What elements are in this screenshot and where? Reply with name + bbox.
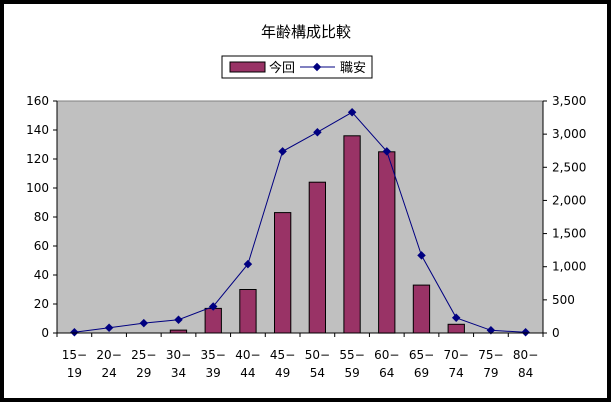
y-left-tick-label-5: 100 [26,181,49,195]
bar-8 [343,135,361,334]
x-tick-label-11: 70− 74 [444,348,469,380]
y-left-tick-label-8: 160 [26,94,49,108]
legend-label-bars: 今回 [269,60,295,76]
line-series [70,108,530,337]
y-left-tick-label-1: 20 [34,297,49,311]
line-point-1 [104,323,114,332]
x-tick-label-3: 30− 34 [166,348,191,380]
y-right-tick-label-2: 1,000 [552,260,586,274]
y-right-tick-label-1: 500 [552,293,575,307]
line-point-10 [417,251,426,260]
x-tick-label-6: 45− 49 [270,348,295,380]
line-point-2 [139,318,149,328]
bar-10 [412,284,431,334]
legend-marker-line [312,62,322,72]
x-tick-label-8: 55− 59 [339,348,364,380]
x-tick-label-5: 40− 44 [235,348,260,380]
line-point-5 [243,259,253,269]
line-point-11 [451,313,461,323]
y-left-tick-label-4: 80 [34,210,49,224]
line-path [74,111,526,333]
x-tick-label-13: 80− 84 [513,348,538,380]
y-left-tick-label-7: 140 [26,123,49,137]
y-right-tick-label-0: 0 [552,326,560,340]
legend-label-line: 職安 [340,61,366,76]
x-tick-label-10: 65− 69 [409,348,434,380]
bar-4 [204,307,222,334]
line-point-6 [278,147,287,156]
x-tick-label-7: 50− 54 [305,348,330,380]
line-point-9 [382,147,392,156]
x-tick-label-4: 35− 39 [201,348,226,380]
y-right-tick-label-3: 1,500 [552,227,586,241]
axes: 0 20 40 60 80 100 120 140 160 0 500 1,000 1,500 2,000… [26,94,586,380]
y-right-tick-label-7: 3,500 [552,94,586,108]
x-tick-label-0: 15− 19 [62,348,87,380]
line-point-7 [313,127,322,137]
y-left-tick-label-0: 0 [41,326,49,340]
legend-swatch-bars [229,61,266,73]
bar-5 [239,289,257,334]
x-tick-label-12: 75− 79 [478,348,503,380]
line-point-3 [174,315,183,324]
chart-canvas: 年齢構成比較 今回 職安 0 20 40 60 80 100 120 140 160 0 500 1,… [3,3,608,399]
bar-9 [378,151,396,334]
x-tick-label-9: 60− 64 [374,348,399,380]
chart-legend: 今回 職安 [221,55,373,79]
line-point-0 [70,328,79,337]
chart-title: 年齢構成比較 [261,23,351,41]
line-point-13 [521,328,530,337]
x-tick-label-2: 25− 29 [131,348,156,380]
y-right-tick-label-5: 2,500 [552,160,586,174]
bar-series [169,135,465,334]
y-left-tick-label-2: 40 [34,268,49,282]
bar-6 [274,212,292,334]
y-right-tick-label-4: 2,000 [552,193,586,207]
bar-11 [447,323,465,334]
line-point-4 [208,302,218,311]
chart-svg: 年齢構成比較 今回 職安 0 20 40 60 80 100 120 140 160 0 500 1,… [26,23,586,380]
bar-7 [308,181,327,334]
line-point-8 [347,108,357,117]
line-point-12 [486,326,496,335]
y-left-tick-label-6: 120 [26,152,49,166]
plot-area [56,100,544,334]
y-right-tick-label-6: 3,000 [552,127,586,141]
x-tick-label-1: 20− 24 [96,348,121,380]
y-left-tick-label-3: 60 [34,239,49,253]
